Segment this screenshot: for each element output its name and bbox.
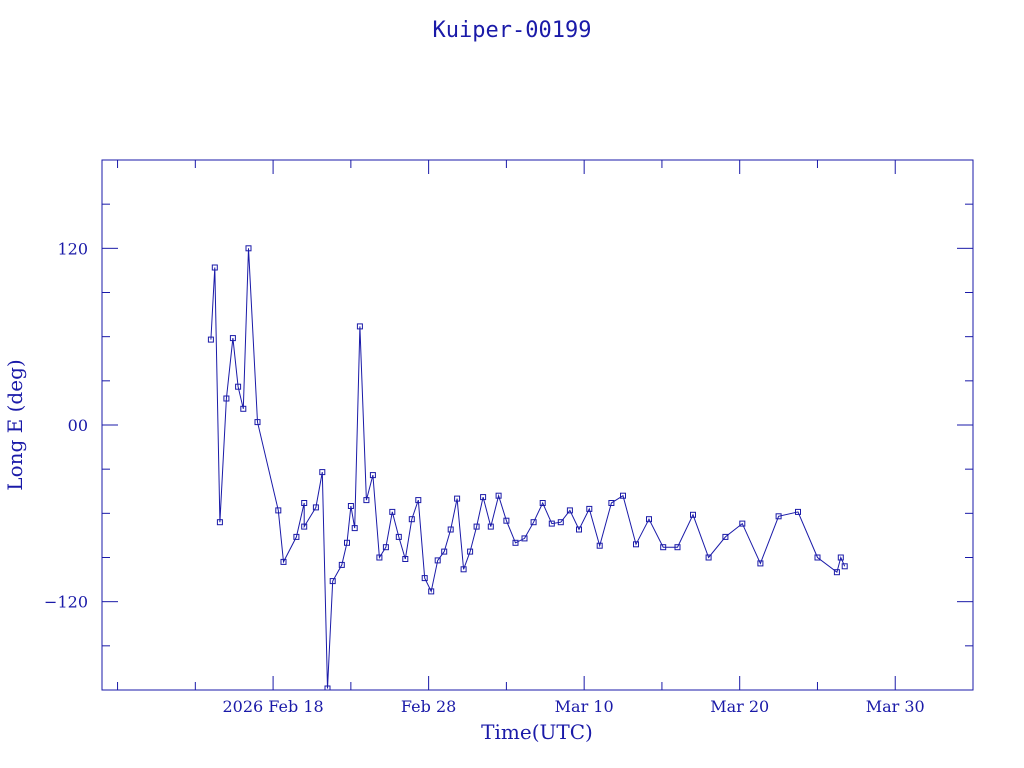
- data-point-marker: [473, 523, 480, 530]
- data-point-marker: [608, 500, 615, 506]
- data-point-marker: [480, 494, 487, 501]
- data-point-marker: [586, 505, 593, 512]
- data-point-marker: [539, 500, 546, 506]
- x-axis-tick-labels: 2026 Feb 18 Feb 28 Mar 10 Mar 20 Mar 30: [222, 697, 924, 716]
- data-point-marker: [319, 469, 326, 476]
- data-point-marker: [223, 395, 230, 402]
- data-point-marker: [434, 557, 441, 564]
- data-point-marker: [338, 561, 345, 568]
- series-line: [210, 248, 846, 689]
- data-point-marker: [633, 541, 639, 548]
- data-point-marker: [548, 520, 555, 527]
- y-axis-tick-labels: −120 00 120: [44, 239, 88, 611]
- plot-frame: [101, 159, 974, 691]
- data-point-marker: [495, 492, 502, 499]
- data-point-marker: [408, 516, 415, 523]
- x-axis-label: Time(UTC): [481, 720, 593, 744]
- data-point-marker: [467, 548, 474, 555]
- data-point-marker: [757, 560, 764, 567]
- data-point-marker: [402, 556, 409, 562]
- data-point-marker: [363, 497, 370, 504]
- data-point-marker: [441, 548, 448, 555]
- data-point-marker: [674, 544, 681, 551]
- data-point-marker: [841, 563, 848, 570]
- data-point-marker: [376, 554, 383, 561]
- data-point-marker: [660, 544, 667, 551]
- data-point-marker: [347, 503, 354, 509]
- y-tick-label: −120: [44, 593, 88, 612]
- data-point-marker: [596, 542, 603, 549]
- data-point-marker: [382, 544, 389, 551]
- data-point-marker: [487, 523, 494, 530]
- data-point-marker: [344, 539, 350, 546]
- data-point-marker: [837, 554, 844, 561]
- data-point-marker: [235, 383, 242, 390]
- data-point-marker: [521, 535, 528, 542]
- data-point-marker: [428, 588, 435, 595]
- x-axis-ticks: [117, 160, 974, 690]
- data-point-marker: [324, 685, 331, 690]
- data-point-marker: [356, 323, 363, 330]
- data-point-marker: [329, 578, 336, 585]
- data-point-marker: [301, 500, 308, 506]
- data-point-marker: [421, 575, 428, 582]
- data-point-marker: [229, 335, 236, 342]
- data-point-marker: [566, 507, 573, 514]
- data-point-marker: [207, 336, 214, 343]
- data-point-marker: [454, 495, 461, 502]
- data-point-marker: [795, 508, 801, 515]
- x-tick-label: Mar 20: [710, 697, 769, 716]
- data-point-marker: [312, 504, 319, 511]
- data-point-marker: [245, 245, 252, 252]
- data-point-marker: [620, 492, 626, 499]
- data-point-marker: [690, 511, 696, 518]
- y-axis-ticks: [102, 203, 973, 647]
- data-point-marker: [240, 405, 247, 412]
- data-point-marker: [722, 533, 729, 540]
- y-axis-label: Long E (deg): [3, 359, 27, 490]
- data-point-marker: [275, 507, 282, 514]
- data-point-marker: [369, 472, 376, 479]
- data-point-marker: [460, 566, 467, 573]
- series-layer: [207, 245, 848, 690]
- data-point-marker: [254, 419, 261, 426]
- data-point-marker: [216, 519, 223, 526]
- data-point-marker: [739, 520, 746, 527]
- y-tick-label: 120: [57, 239, 88, 258]
- data-point-marker: [503, 517, 510, 524]
- data-point-marker: [415, 497, 422, 504]
- x-tick-label: Feb 28: [401, 697, 456, 716]
- data-point-marker: [775, 513, 782, 520]
- data-point-marker: [301, 523, 308, 530]
- data-point-marker: [293, 533, 300, 540]
- data-point-marker: [705, 554, 712, 561]
- data-point-marker: [576, 526, 582, 533]
- data-point-marker: [814, 554, 821, 561]
- data-point-marker: [280, 558, 287, 565]
- data-point-marker: [833, 569, 840, 576]
- y-tick-label: 00: [68, 416, 88, 435]
- chart-title: Kuiper-00199: [433, 18, 592, 43]
- data-point-marker: [557, 519, 564, 526]
- data-point-marker: [351, 525, 358, 532]
- data-point-marker: [447, 526, 454, 533]
- data-point-marker: [389, 508, 396, 515]
- data-point-marker: [530, 519, 537, 526]
- data-point-marker: [512, 539, 519, 546]
- x-tick-label: 2026 Feb 18: [222, 697, 323, 716]
- data-point-marker: [395, 533, 402, 540]
- data-point-marker: [211, 264, 218, 271]
- data-point-marker: [646, 516, 652, 523]
- x-tick-label: Mar 30: [866, 697, 925, 716]
- x-tick-label: Mar 10: [555, 697, 614, 716]
